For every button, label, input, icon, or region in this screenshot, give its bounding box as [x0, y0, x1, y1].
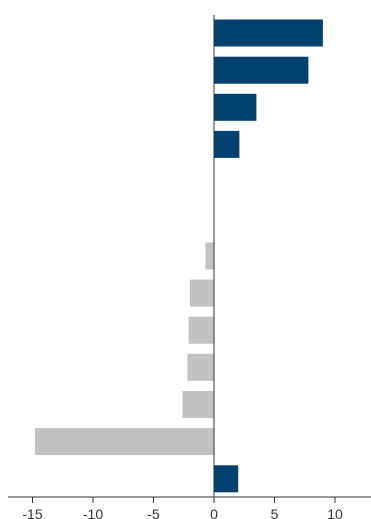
axes-layer: -15 -10 -5 0 5 10	[8, 15, 371, 519]
bars-layer	[34, 19, 323, 493]
bar-2	[214, 93, 257, 121]
bar-8	[188, 316, 214, 344]
bar-3	[214, 130, 240, 158]
x-tick-label-3: 0	[210, 506, 218, 519]
x-tick-label-5: 10	[327, 506, 343, 519]
bar-1	[214, 56, 309, 84]
x-tick-label-1: -10	[83, 506, 103, 519]
bar-12	[214, 465, 239, 493]
x-tick-label-4: 5	[271, 506, 279, 519]
bar-11	[34, 428, 215, 456]
bar-9	[187, 353, 214, 381]
x-tick-label-0: -15	[22, 506, 42, 519]
bar-10	[182, 391, 214, 418]
bar-6	[205, 242, 214, 270]
x-tick-label-2: -5	[147, 506, 160, 519]
bar-0	[214, 19, 323, 47]
bar-7	[189, 279, 214, 307]
